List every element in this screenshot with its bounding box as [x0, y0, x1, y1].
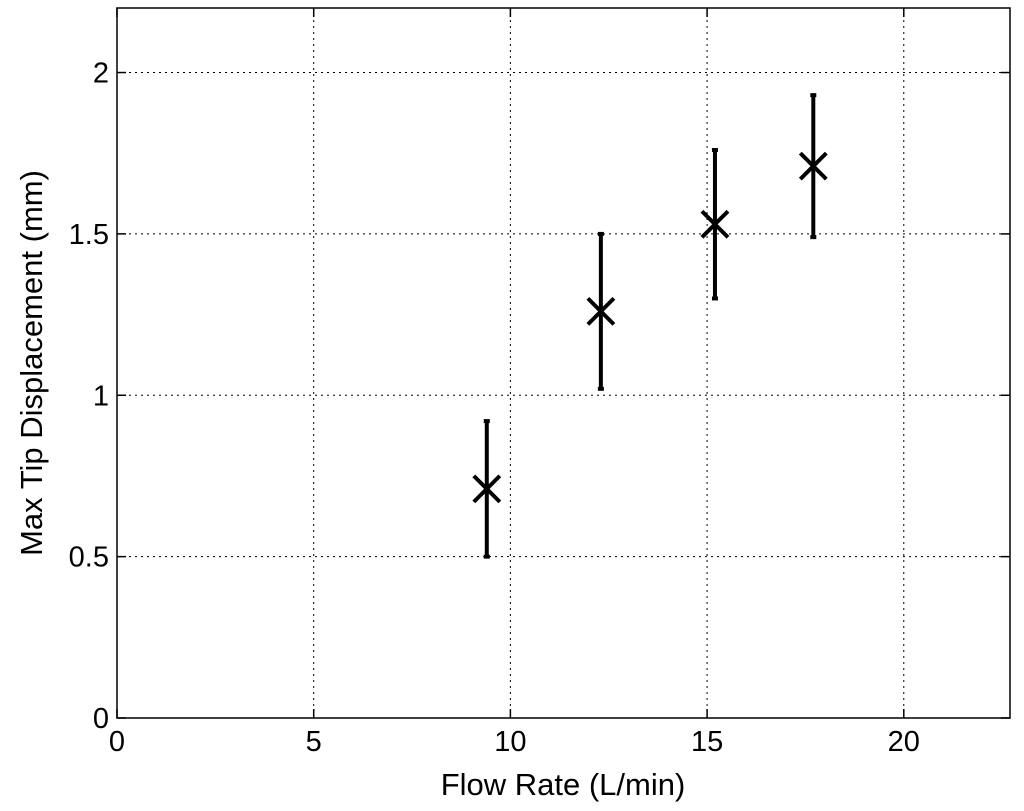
grid-lines [117, 8, 1010, 718]
x-tick-label: 10 [494, 726, 526, 758]
plot-area-frame [116, 7, 1011, 719]
x-axis-label: Flow Rate (L/min) [441, 767, 686, 802]
data-point [700, 148, 730, 301]
data-point [798, 93, 828, 240]
y-tick-label: 2 [93, 58, 109, 90]
x-tick-label: 0 [109, 726, 125, 758]
y-tick-label: 1 [93, 380, 109, 412]
y-tick-label: 0.5 [69, 542, 109, 574]
data-point [586, 231, 616, 391]
y-tick-label: 1.5 [69, 219, 109, 251]
y-axis-label: Max Tip Displacement (mm) [14, 170, 49, 556]
x-tick-label: 20 [888, 726, 920, 758]
x-marker-stroke [472, 474, 502, 504]
y-tick-label: 0 [93, 703, 109, 735]
x-tick-label: 15 [691, 726, 723, 758]
x-tick-label: 5 [306, 726, 322, 758]
tick-labels: 0 5 10 15 20 0 0.5 1 1.5 2 [69, 58, 920, 758]
x-marker-stroke [798, 151, 828, 181]
data-points [472, 93, 828, 559]
x-marker-stroke [586, 296, 616, 326]
data-point [472, 419, 502, 559]
x-marker-stroke [700, 209, 730, 239]
